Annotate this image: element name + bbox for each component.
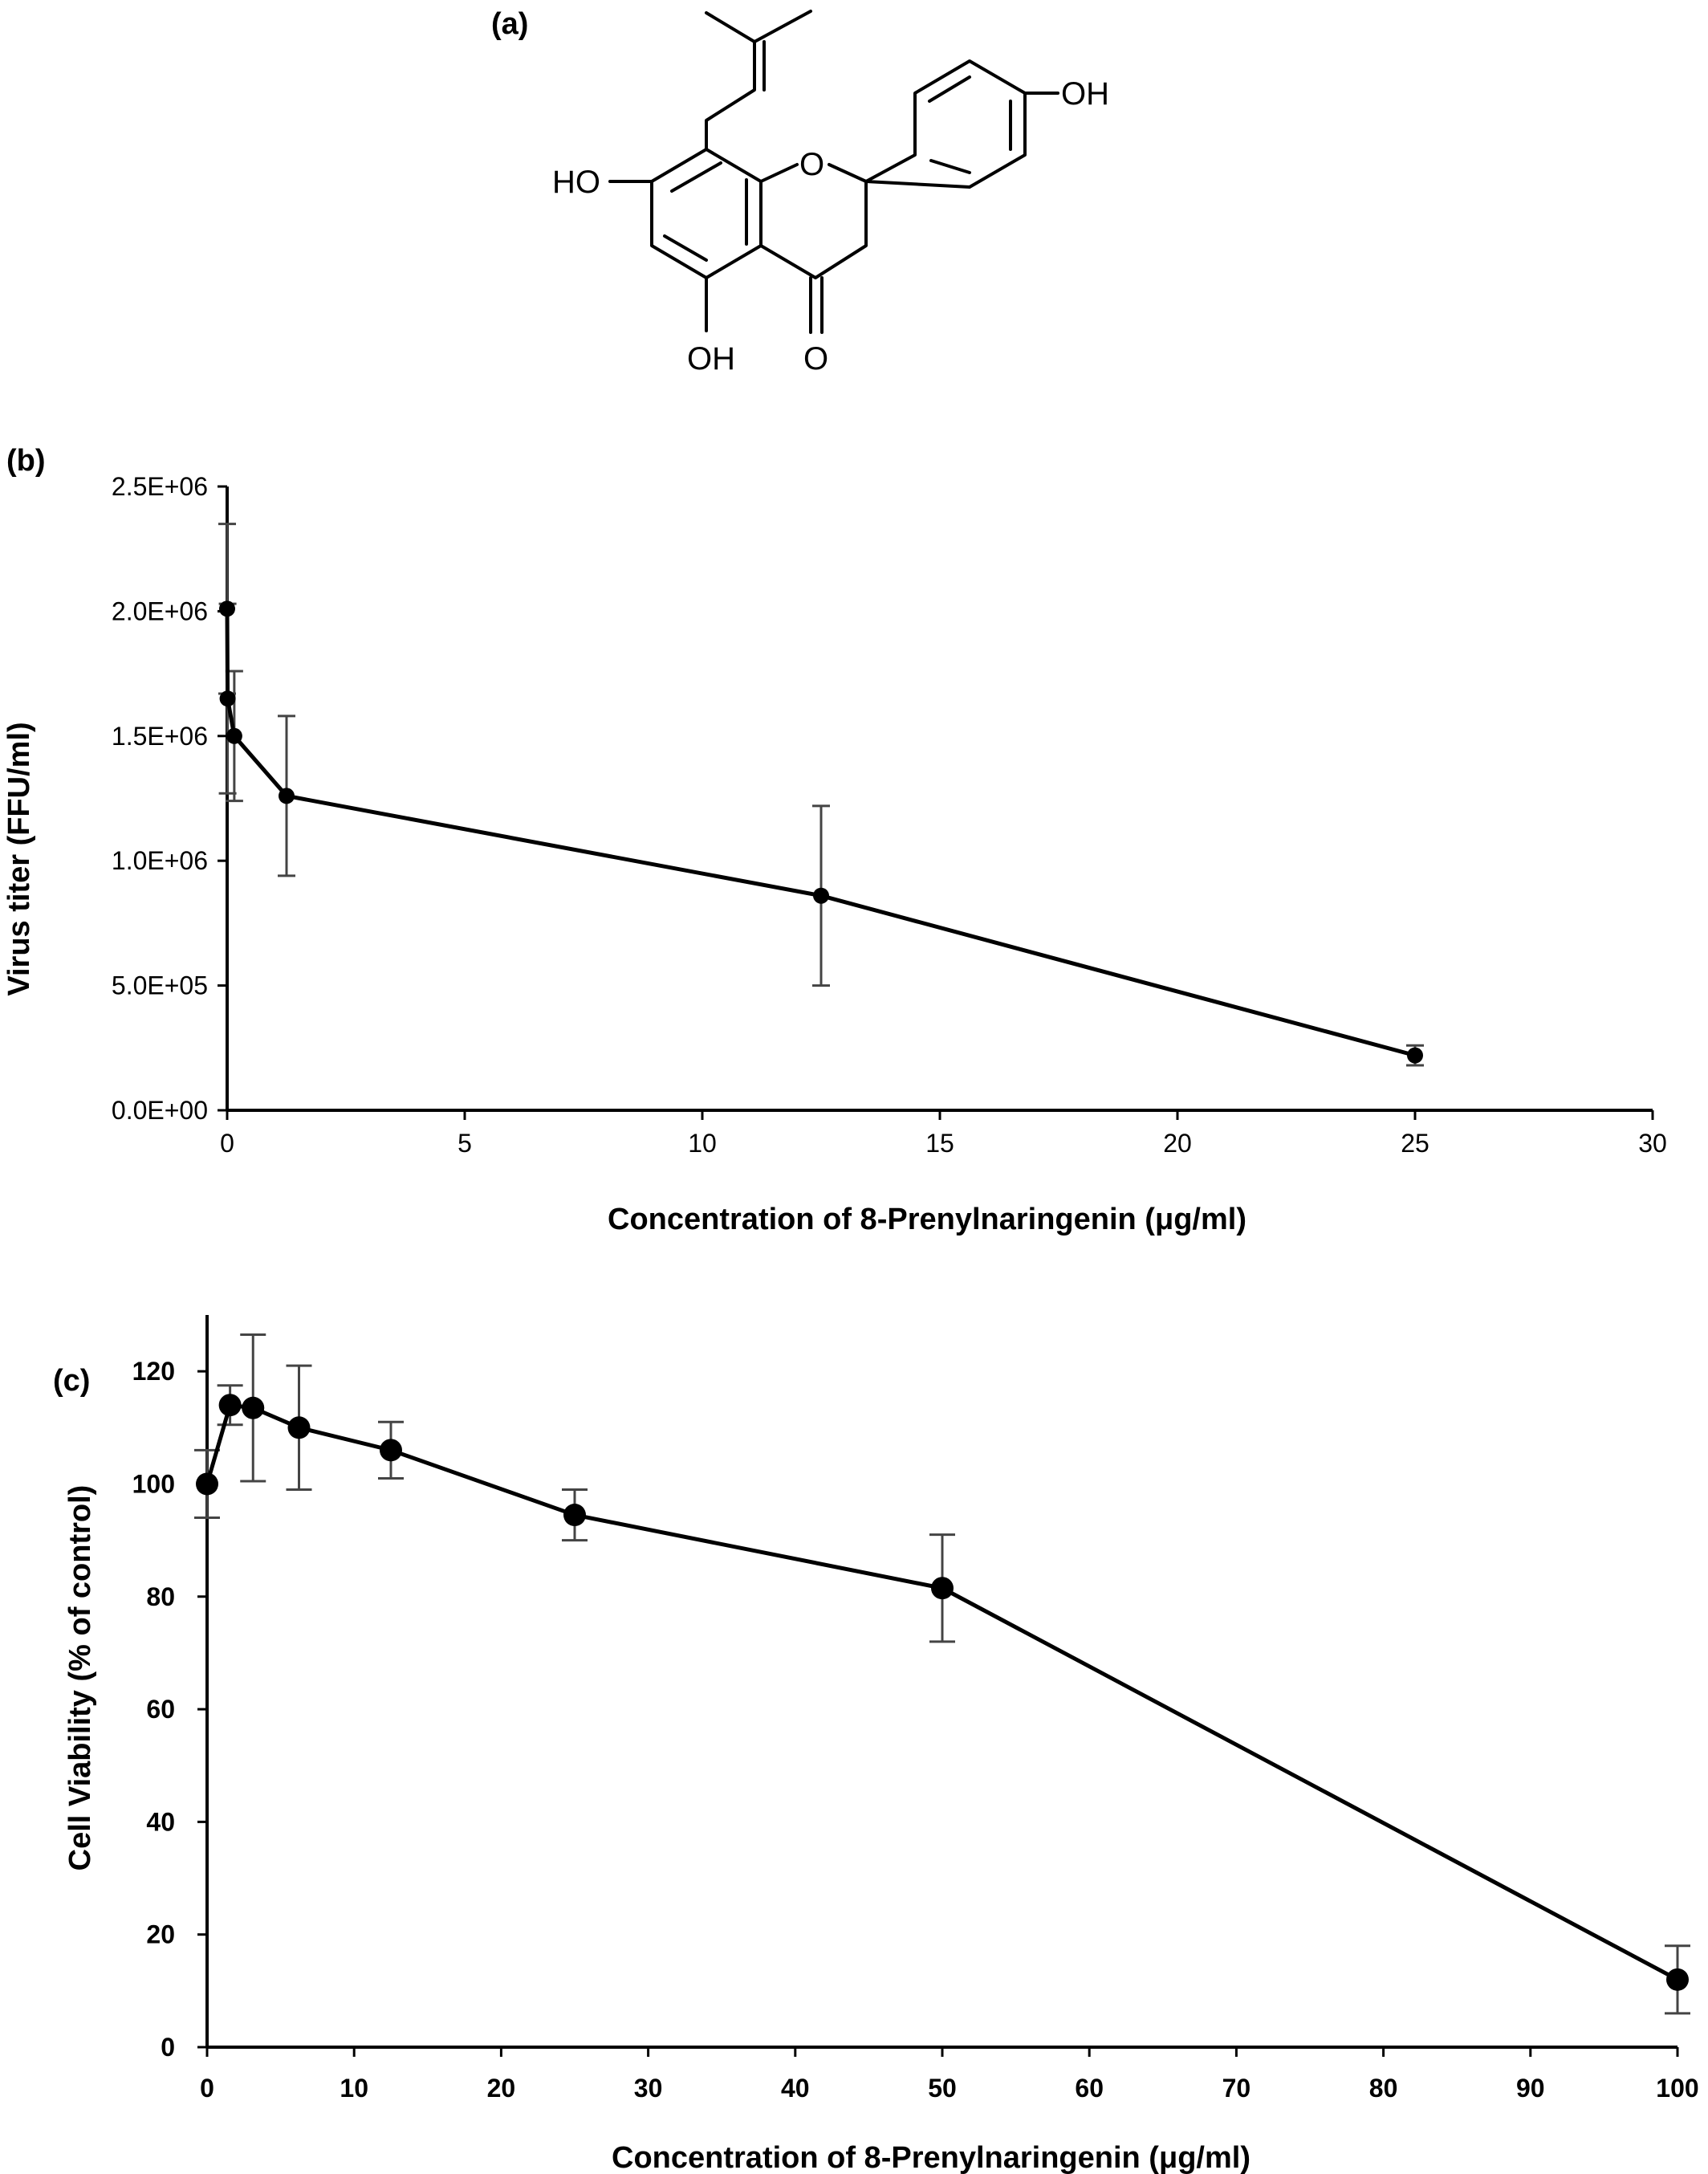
data-point: [931, 1577, 954, 1600]
ring-c-bonds: [759, 163, 868, 279]
data-point: [563, 1504, 586, 1527]
y-tick-label: 2.5E+06: [112, 472, 208, 501]
panel-b-tick-labels: 0 5 10 15 20 25 30 0.0E+00 5.0E+05 1.0E+06 1.5E+06…: [112, 472, 1667, 1158]
x-tick-label: 20: [1163, 1129, 1192, 1158]
y-tick-label: 1.5E+06: [112, 722, 208, 751]
x-tick-label: 60: [1075, 2074, 1104, 2103]
x-tick-label: 80: [1369, 2074, 1398, 2103]
atom-oh-top: OH: [1061, 76, 1109, 112]
data-point: [226, 727, 242, 744]
panel-c-y-axis-title: Cell Viability (% of control): [63, 1485, 97, 1871]
panel-c-points: [196, 1394, 1689, 1991]
x-tick-label: 70: [1222, 2074, 1251, 2103]
x-tick-label: 40: [781, 2074, 810, 2103]
y-tick-label: 120: [132, 1357, 175, 1386]
panel-c-x-axis-title: Concentration of 8-Prenylnaringenin (μg/…: [612, 2141, 1250, 2174]
ring-b-double-bonds: [928, 75, 1012, 174]
y-tick-label: 40: [146, 1807, 175, 1836]
x-tick-label: 100: [1656, 2074, 1698, 2103]
x-tick-label: 10: [688, 1129, 717, 1158]
data-point: [218, 1394, 242, 1417]
data-point: [219, 690, 236, 707]
panel-a-label: (a): [491, 7, 528, 41]
panel-b-axes: [218, 485, 1654, 1120]
atom-carbonyl-o: O: [803, 341, 828, 377]
panel-b-label: (b): [6, 444, 46, 478]
x-tick-label: 90: [1516, 2074, 1545, 2103]
panel-b-chart: (b) 0 5 10 15 20 25 30 0.0E+00 5.0E+05 1.0E+06 1.5…: [2, 444, 1667, 1236]
atom-ho-left: HO: [552, 165, 600, 200]
panel-c-error-bars: [194, 1333, 1690, 2015]
panel-b-points: [219, 600, 1423, 1064]
panel-b-y-axis-title: Virus titer (FFU/ml): [2, 722, 36, 995]
panel-b-x-axis-title: Concentration of 8-Prenylnaringenin (μg/…: [608, 1203, 1246, 1236]
data-point: [219, 600, 235, 617]
y-tick-label: 2.0E+06: [112, 596, 208, 625]
atom-ring-o: O: [799, 147, 824, 182]
x-tick-label: 5: [458, 1129, 472, 1158]
y-tick-label: 5.0E+05: [112, 971, 208, 1000]
panel-c-chart: (c) 0 10 20 30 40 50 60 70 80 90 100 0 20 40 60 80 100 12…: [53, 1315, 1699, 2174]
x-tick-label: 10: [340, 2074, 368, 2103]
ring-b-bonds: [864, 59, 1027, 189]
y-tick-label: 60: [146, 1695, 175, 1724]
y-tick-label: 80: [146, 1582, 175, 1611]
x-tick-label: 30: [634, 2074, 663, 2103]
data-point: [196, 1472, 218, 1496]
data-point: [287, 1416, 311, 1439]
prenyl-chain: [705, 10, 812, 151]
y-tick-label: 0.0E+00: [112, 1096, 208, 1125]
y-tick-label: 20: [146, 1920, 175, 1949]
panel-a: (a) OH HO O OH O: [491, 7, 1109, 377]
carbonyl-bond: [809, 276, 824, 334]
data-point: [1666, 1968, 1689, 1991]
x-tick-label: 15: [925, 1129, 954, 1158]
series-line: [205, 1403, 1679, 1982]
x-tick-label: 30: [1638, 1129, 1667, 1158]
x-tick-label: 0: [220, 1129, 234, 1158]
panel-c-series-line: [205, 1403, 1679, 1982]
x-tick-label: 25: [1401, 1129, 1429, 1158]
panel-c-tick-labels: 0 10 20 30 40 50 60 70 80 90 100 0 20 40 60 80 100 120: [132, 1357, 1699, 2103]
atom-oh-bottom: OH: [687, 341, 735, 377]
panel-c-label: (c): [53, 1364, 90, 1398]
y-tick-label: 1.0E+06: [112, 846, 208, 875]
panel-b-error-bars: [218, 523, 1424, 1067]
x-tick-label: 20: [487, 2074, 516, 2103]
panel-c-axes: [197, 1315, 1679, 2057]
data-point: [380, 1439, 402, 1462]
panel-b-series-line: [225, 609, 1416, 1058]
y-tick-label: 100: [132, 1469, 175, 1498]
data-point: [813, 887, 829, 904]
y-tick-label: 0: [161, 2033, 175, 2062]
data-point: [279, 788, 295, 804]
x-tick-label: 50: [928, 2074, 957, 2103]
ring-a-double-bonds: [663, 161, 748, 262]
data-point: [1407, 1047, 1423, 1064]
chemical-structure: [608, 10, 1059, 334]
x-tick-label: 0: [200, 2074, 214, 2103]
series-line: [225, 609, 1416, 1058]
data-point: [242, 1396, 265, 1419]
